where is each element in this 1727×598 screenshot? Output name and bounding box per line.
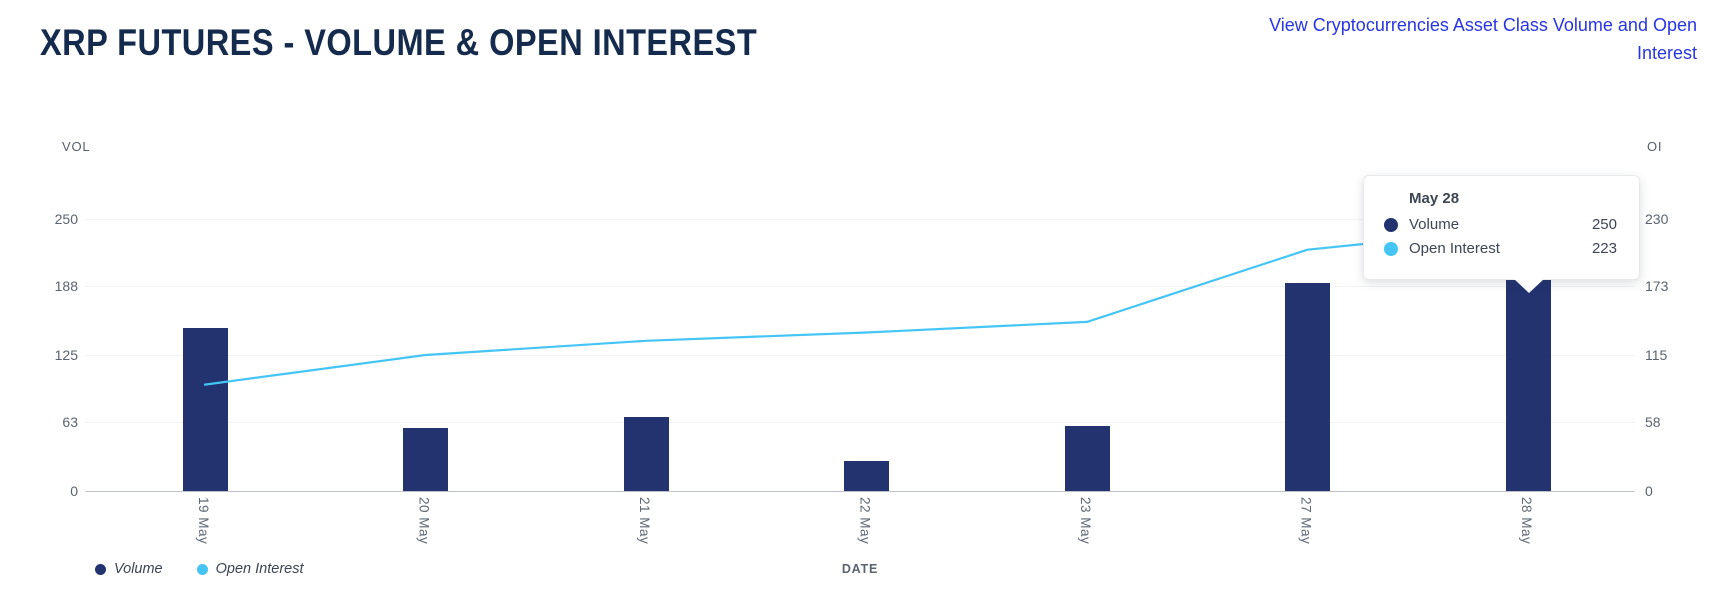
gridline <box>85 355 1635 356</box>
x-axis-category-label: 22 May <box>857 497 873 545</box>
right-axis-tick: 0 <box>1645 483 1653 499</box>
chart-legend: Volume Open Interest <box>95 561 338 577</box>
gridline <box>85 286 1635 288</box>
page-title: XRP FUTURES - VOLUME & OPEN INTEREST <box>40 22 758 63</box>
gridline <box>85 422 1635 424</box>
tooltip-volume-value: 250 <box>1591 216 1617 233</box>
volume-dot-icon <box>1384 217 1398 232</box>
x-axis-category-label: 21 May <box>637 497 652 545</box>
left-axis-tick: 63 <box>62 414 78 431</box>
left-axis-tick: 0 <box>70 483 78 499</box>
volume-legend-dot-icon <box>95 563 106 575</box>
tooltip-row-open-interest: Open Interest 223 <box>1384 240 1617 257</box>
volume-bar-22-may[interactable] <box>844 460 889 491</box>
legend-item-open-interest[interactable]: Open Interest <box>196 561 304 577</box>
open-interest-legend-dot-icon <box>196 563 208 575</box>
x-axis-category-label: 28 May <box>1519 497 1534 545</box>
x-axis-category-label: 20 May <box>416 497 432 545</box>
tooltip-volume-label: Volume <box>1409 216 1460 233</box>
right-axis-tick: 173 <box>1645 278 1669 295</box>
tooltip-date: May 28 <box>1409 190 1460 207</box>
right-axis-tick: 230 <box>1645 211 1669 227</box>
x-axis-title: DATE <box>841 562 879 576</box>
x-axis-category-label: 19 May <box>196 497 211 545</box>
x-axis-category-label: 23 May <box>1078 497 1093 545</box>
chart-tooltip: May 28 Volume 250 Open Interest 223 <box>1363 175 1640 293</box>
gridline <box>85 219 1635 220</box>
right-axis-tick: 58 <box>1645 414 1661 431</box>
open-interest-dot-icon <box>1384 241 1398 256</box>
volume-bar-19-may[interactable] <box>182 327 228 491</box>
left-axis-tick: 125 <box>54 347 78 363</box>
tooltip-open-interest-label: Open Interest <box>1409 240 1500 257</box>
volume-bar-23-may[interactable] <box>1064 425 1110 491</box>
volume-bar-27-may[interactable] <box>1285 283 1330 491</box>
tooltip-pointer-icon <box>1513 278 1545 293</box>
legend-volume-label: Volume <box>114 561 163 577</box>
asset-class-link[interactable]: View Cryptocurrencies Asset Class Volume… <box>1269 15 1697 63</box>
x-axis-baseline <box>85 491 1635 492</box>
volume-bar-20-may[interactable] <box>403 427 448 491</box>
left-axis-unit-label: VOL <box>62 139 91 154</box>
legend-item-volume[interactable]: Volume <box>95 561 163 577</box>
right-axis-unit-label: OI <box>1647 139 1663 154</box>
tooltip-open-interest-value: 223 <box>1591 240 1617 257</box>
volume-bar-21-may[interactable] <box>623 417 669 491</box>
legend-open-interest-label: Open Interest <box>215 561 304 577</box>
right-axis-tick: 115 <box>1645 347 1668 363</box>
left-axis-tick: 188 <box>54 278 78 295</box>
left-axis-tick: 250 <box>54 211 78 227</box>
tooltip-row-volume: Volume 250 <box>1384 216 1617 233</box>
x-axis-category-label: 27 May <box>1298 497 1314 545</box>
